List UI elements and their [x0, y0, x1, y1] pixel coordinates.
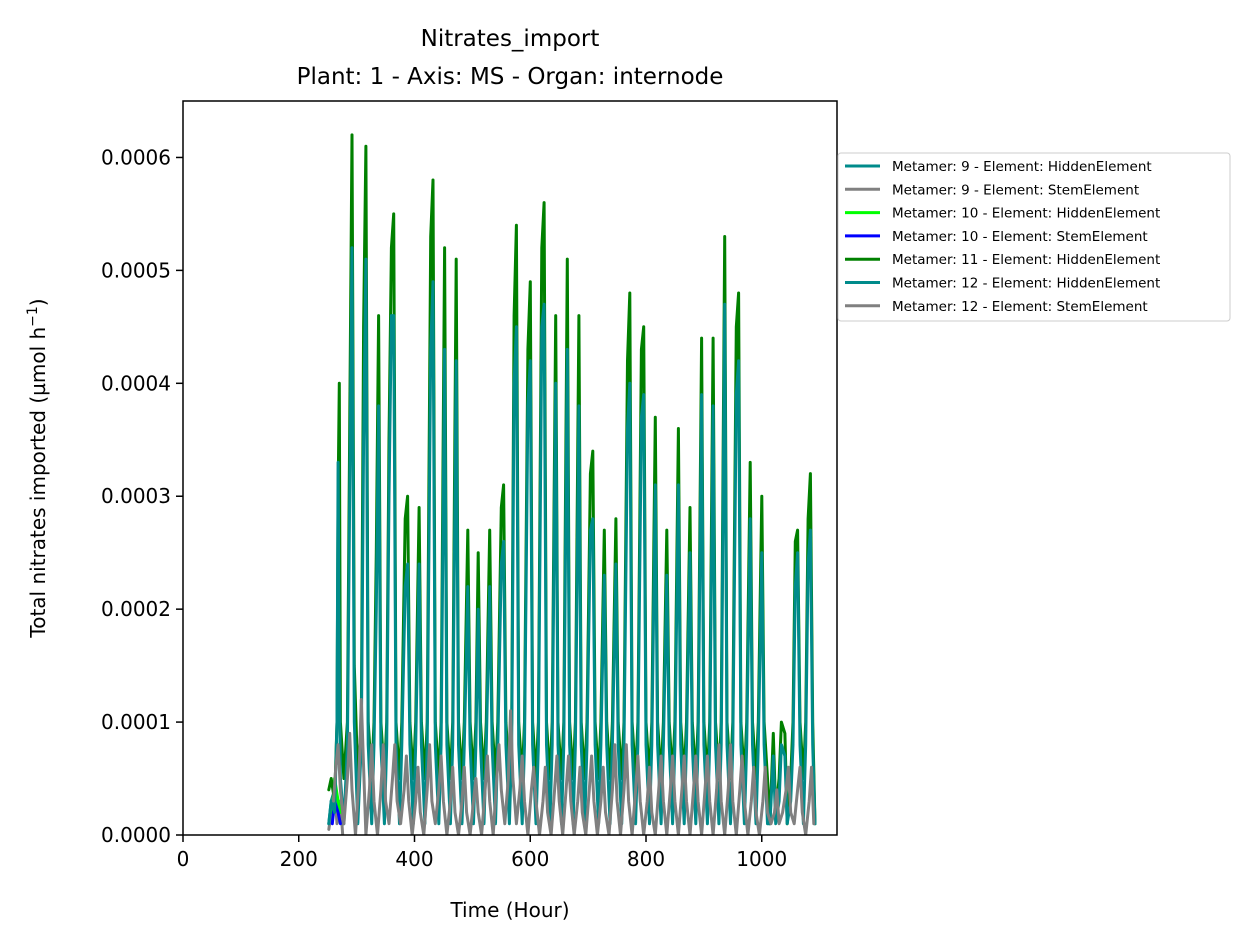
- y-tick-label: 0.0005: [101, 258, 171, 282]
- series-line-6: [327, 246, 817, 826]
- y-tick-label: 0.0003: [101, 484, 171, 508]
- legend-items: Metamer: 9 - Element: HiddenElement Metam…: [845, 159, 1160, 315]
- legend-label: Metamer: 10 - Element: StemElement: [892, 229, 1148, 245]
- y-tick-label: 0.0006: [101, 145, 171, 169]
- y-tick-label: 0.0000: [101, 823, 171, 847]
- plot-frame: [182, 100, 838, 836]
- x-tick-label: 800: [627, 847, 665, 871]
- y-axis: 0.0000 0.0001 0.0002 0.0003 0.0004 0.0005 0.00…: [101, 145, 183, 847]
- legend-label: Metamer: 12 - Element: HiddenElement: [892, 276, 1160, 292]
- x-axis-label: Time (Hour): [449, 898, 569, 922]
- chart-title: Nitrates_import: [421, 26, 600, 52]
- y-axis-label-superscript: −1: [25, 306, 41, 327]
- x-tick-label: 0: [177, 847, 190, 871]
- series-line-7: [332, 698, 816, 835]
- series-layer: [327, 133, 817, 835]
- y-axis-label: Total nitrates imported (µmol h−1): [25, 298, 50, 638]
- legend-frame: [837, 152, 1231, 322]
- x-tick-label: 200: [280, 847, 318, 871]
- chart-subtitle: Plant: 1 - Axis: MS - Organ: internode: [297, 64, 724, 90]
- x-tick-label: 400: [395, 847, 433, 871]
- y-axis-label-close: ): [26, 298, 50, 306]
- legend-label: Metamer: 11 - Element: HiddenElement: [892, 252, 1160, 268]
- x-tick-label: 600: [511, 847, 549, 871]
- plot-area: [182, 100, 838, 836]
- legend: Metamer: 9 - Element: HiddenElement Metam…: [837, 152, 1231, 322]
- y-tick-label: 0.0004: [101, 371, 171, 395]
- y-axis-label-main: Total nitrates imported (µmol h: [26, 327, 50, 639]
- legend-label: Metamer: 10 - Element: HiddenElement: [892, 206, 1160, 222]
- legend-label: Metamer: 9 - Element: StemElement: [892, 182, 1139, 198]
- legend-label: Metamer: 9 - Element: HiddenElement: [892, 159, 1152, 175]
- x-axis: 0 200 400 600 800 1000: [177, 835, 787, 871]
- x-tick-label: 1000: [736, 847, 787, 871]
- legend-label: Metamer: 12 - Element: StemElement: [892, 299, 1148, 315]
- y-tick-label: 0.0002: [101, 597, 171, 621]
- y-tick-label: 0.0001: [101, 710, 171, 734]
